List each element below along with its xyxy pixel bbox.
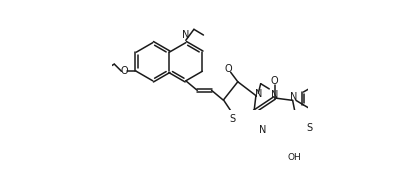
Text: S: S: [307, 123, 313, 133]
Text: N: N: [271, 90, 279, 100]
Text: N: N: [290, 93, 298, 103]
Text: O: O: [225, 64, 233, 74]
Text: S: S: [229, 114, 236, 124]
Text: OH: OH: [287, 153, 301, 162]
Text: N: N: [182, 30, 189, 40]
Text: O: O: [120, 66, 128, 76]
Text: O: O: [271, 76, 278, 86]
Text: N: N: [260, 125, 267, 135]
Text: N: N: [255, 89, 262, 99]
